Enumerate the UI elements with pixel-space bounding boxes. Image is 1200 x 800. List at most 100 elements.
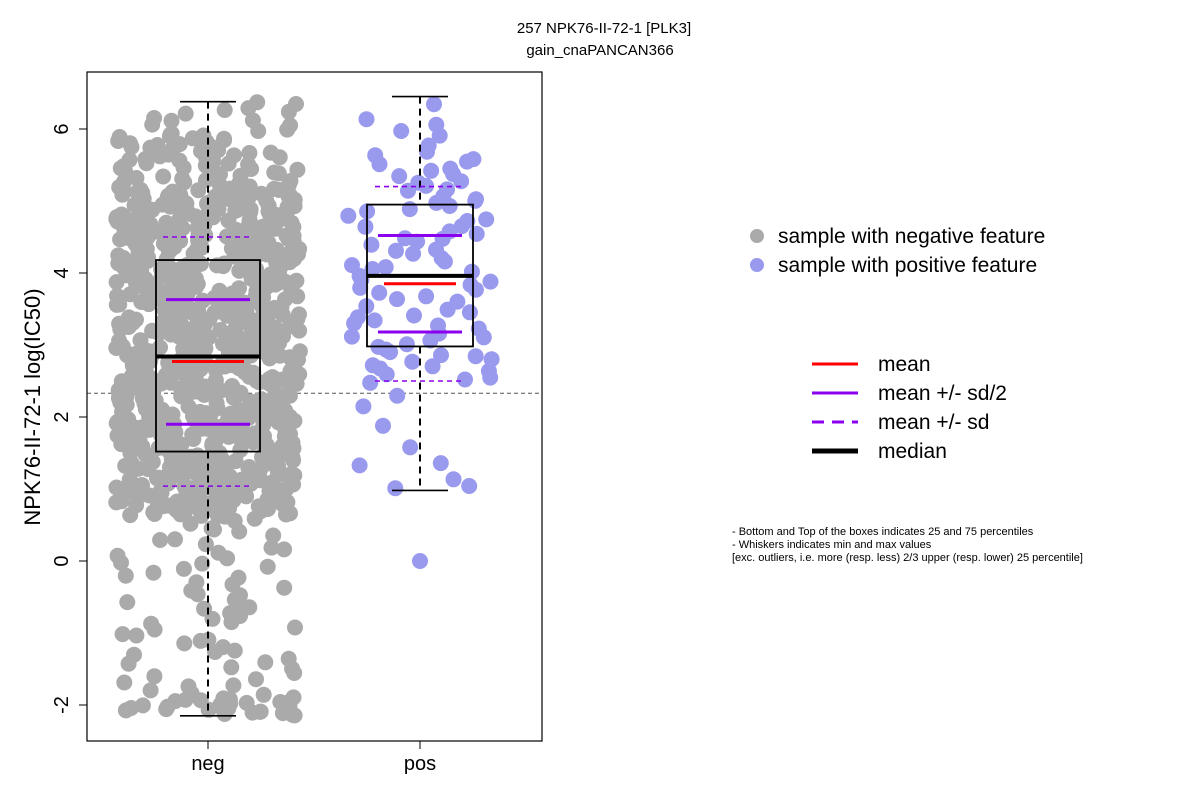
data-point-neg — [238, 694, 255, 711]
data-point-pos — [363, 236, 380, 253]
data-point-pos — [468, 191, 484, 208]
data-point-neg — [177, 105, 194, 122]
data-point-pos — [461, 478, 478, 494]
plot-frame — [86, 71, 543, 742]
stats-layer — [155, 95, 474, 717]
axis-layer: -2 0 2 4 6 neg pos — [51, 123, 436, 775]
data-point-neg — [282, 117, 299, 134]
data-point-pos — [343, 328, 360, 345]
data-point-pos — [377, 259, 394, 276]
data-point-neg — [152, 532, 169, 548]
data-point-pos — [465, 151, 482, 168]
data-point-neg — [194, 555, 211, 572]
data-point-pos — [420, 137, 437, 154]
data-point-neg — [224, 378, 241, 394]
points-layer — [108, 94, 500, 724]
data-point-neg — [169, 493, 186, 510]
data-point-pos — [397, 230, 413, 247]
data-point-pos — [409, 233, 426, 250]
data-point-neg — [272, 694, 289, 710]
data-point-pos — [467, 348, 484, 365]
data-point-neg — [288, 272, 305, 289]
data-point-neg — [230, 569, 247, 586]
data-point-neg — [163, 112, 180, 129]
data-point-neg — [111, 129, 128, 145]
data-point-neg — [255, 686, 272, 703]
data-point-pos — [371, 284, 388, 301]
data-point-pos — [470, 320, 487, 337]
data-point-neg — [119, 594, 136, 611]
data-point-neg — [180, 678, 197, 695]
data-point-neg — [146, 110, 163, 126]
data-point-neg — [210, 544, 227, 561]
data-point-neg — [285, 689, 302, 706]
data-point-pos — [442, 160, 459, 177]
data-point-pos — [351, 457, 368, 474]
data-point-pos — [424, 358, 441, 375]
data-point-neg — [145, 564, 162, 581]
data-point-pos — [389, 387, 406, 404]
data-point-pos — [404, 353, 421, 370]
data-point-pos — [482, 273, 499, 290]
data-point-neg — [163, 125, 180, 142]
data-point-neg — [226, 147, 242, 164]
data-point-neg — [289, 161, 306, 178]
note-line-1: - Whiskers indicates min and max values — [732, 539, 932, 551]
data-point-neg — [291, 306, 307, 323]
data-point-neg — [252, 703, 269, 720]
data-point-neg — [110, 247, 127, 264]
data-point-pos — [398, 336, 415, 353]
data-point-neg — [241, 145, 258, 161]
data-point-neg — [134, 697, 151, 714]
data-point-neg — [266, 180, 283, 197]
data-point-neg — [253, 185, 270, 202]
y-tick-label-2: 2 — [51, 411, 73, 422]
data-point-neg — [259, 558, 276, 575]
data-point-neg — [241, 459, 258, 475]
x-tick-label-pos: pos — [404, 753, 436, 775]
data-point-pos — [439, 181, 455, 198]
data-point-neg — [113, 493, 130, 510]
data-point-pos — [344, 257, 360, 274]
data-point-neg — [152, 339, 168, 356]
data-point-neg — [116, 674, 133, 691]
data-point-neg — [189, 447, 206, 464]
data-point-neg — [132, 332, 149, 349]
data-point-pos — [430, 317, 446, 334]
data-point-neg — [216, 130, 232, 147]
data-point-neg — [262, 144, 279, 161]
data-point-pos — [349, 309, 366, 326]
data-point-pos — [402, 439, 419, 456]
data-point-pos — [468, 225, 485, 242]
data-point-neg — [155, 168, 172, 185]
data-point-neg — [212, 322, 229, 338]
data-point-neg — [216, 102, 233, 118]
legend-point-marker-0 — [750, 229, 764, 243]
data-point-pos — [445, 471, 462, 488]
outlier-point-pos — [412, 553, 428, 569]
data-point-neg — [167, 531, 183, 548]
legend-line-label-1: mean +/- sd/2 — [878, 382, 1007, 405]
legend-point-marker-1 — [750, 258, 764, 272]
data-point-pos — [423, 162, 440, 179]
data-point-neg — [175, 560, 192, 577]
data-point-pos — [364, 261, 381, 277]
data-point-neg — [114, 626, 131, 643]
data-point-pos — [358, 111, 375, 128]
x-tick-label-neg: neg — [191, 753, 224, 775]
data-point-pos — [478, 211, 495, 228]
legend-point-label-0: sample with negative feature — [778, 225, 1045, 248]
data-point-neg — [227, 320, 244, 337]
data-point-neg — [128, 627, 145, 644]
data-point-neg — [120, 309, 137, 326]
data-point-pos — [389, 291, 405, 308]
note-line-0: - Bottom and Top of the boxes indicates … — [732, 526, 1034, 538]
legend-line-label-3: median — [878, 440, 947, 463]
data-point-neg — [265, 527, 282, 544]
data-point-neg — [108, 479, 125, 496]
data-point-pos — [461, 304, 478, 321]
data-point-neg — [248, 671, 264, 688]
data-point-pos — [433, 347, 449, 364]
data-point-neg — [176, 635, 193, 652]
data-point-neg — [231, 280, 247, 297]
